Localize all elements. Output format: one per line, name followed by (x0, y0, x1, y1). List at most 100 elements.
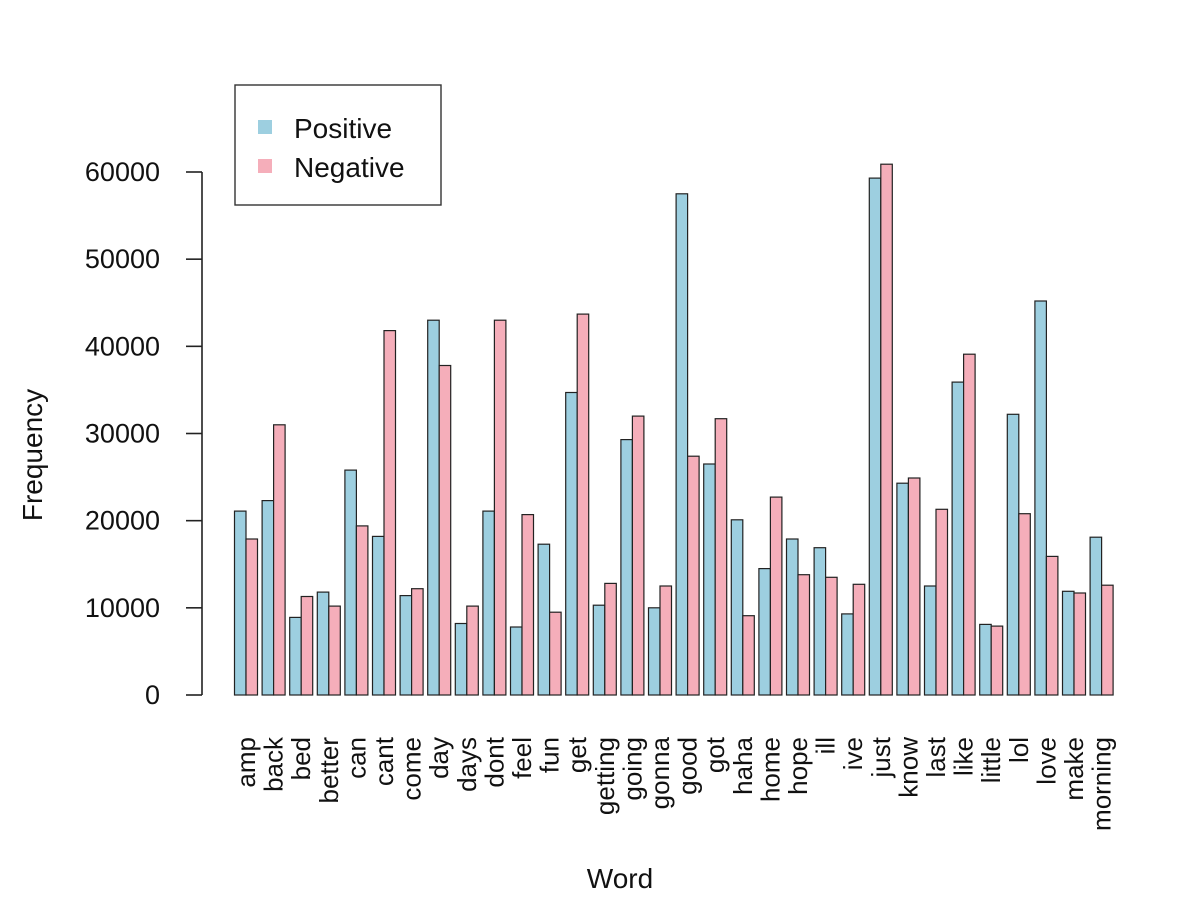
bar-positive-going (620, 439, 634, 696)
bar-negative-fun (548, 611, 562, 696)
bar-positive-fun (537, 543, 551, 696)
x-tick-label: good (673, 737, 703, 795)
x-tick-label: days (452, 737, 482, 792)
bar-positive-get (565, 391, 578, 696)
x-tick-label: little (976, 737, 1006, 783)
bar-positive-getting (592, 604, 606, 696)
bar-positive-can (344, 469, 357, 696)
x-tick-label: amp (231, 737, 261, 788)
x-tick-label: getting (590, 737, 620, 815)
x-tick-label: day (424, 737, 454, 779)
bar-positive-days (454, 622, 468, 696)
x-tick-label: better (314, 737, 344, 804)
bar-negative-lol (1018, 513, 1031, 696)
y-tick-label: 30000 (85, 419, 160, 449)
bar-negative-got (714, 418, 728, 696)
x-tick-label: can (341, 737, 371, 779)
bar-negative-better (328, 605, 341, 696)
legend-swatch-positive (258, 120, 272, 134)
bar-positive-got (703, 463, 716, 696)
y-axis: 0 10000 20000 30000 40000 50000 60000 (85, 157, 203, 710)
bar-negative-little (990, 625, 1004, 696)
x-tick-label: bed (286, 737, 316, 780)
bar-positive-bed (289, 616, 302, 696)
bar-negative-hope (797, 574, 811, 696)
y-tick-label: 50000 (85, 244, 160, 274)
x-tick-label: last (921, 736, 951, 777)
bar-positive-morning (1089, 536, 1103, 696)
bar-positive-know (896, 482, 910, 696)
legend-label-negative: Negative (294, 152, 405, 183)
bar-negative-getting (604, 582, 617, 696)
x-tick-label: make (1059, 737, 1089, 801)
bar-negative-know (907, 477, 921, 696)
y-tick-label: 60000 (85, 157, 160, 187)
x-tick-label: like (949, 737, 979, 776)
x-tick-label: home (755, 737, 785, 802)
bar-positive-love (1034, 300, 1048, 696)
bar-positive-feel (509, 626, 523, 696)
bar-negative-love (1045, 555, 1059, 696)
bars (233, 163, 1114, 696)
x-tick-label: got (700, 736, 730, 773)
bar-positive-ill (813, 547, 827, 696)
bar-negative-get (576, 313, 590, 696)
y-tick-label: 20000 (85, 506, 160, 536)
x-tick-label: get (562, 736, 592, 773)
x-tick-label: love (1031, 737, 1061, 785)
x-axis-labels: ampbackbedbettercancantcomedaydaysdontfe… (231, 736, 1117, 831)
bar-negative-just (880, 163, 893, 696)
x-tick-label: feel (507, 737, 537, 779)
bar-positive-last (923, 585, 937, 696)
bar-negative-come (411, 588, 424, 696)
x-tick-label: cant (369, 736, 399, 786)
bar-positive-just (868, 177, 882, 696)
y-tick-label: 40000 (85, 331, 160, 361)
bar-negative-good (686, 455, 700, 696)
x-tick-label: morning (1087, 737, 1117, 831)
bar-negative-day (438, 364, 452, 696)
x-tick-label: just (866, 736, 896, 778)
legend-swatch-negative (258, 159, 272, 173)
x-tick-label: ive (838, 737, 868, 770)
bar-positive-lol (1006, 413, 1020, 696)
legend: Positive Negative (234, 84, 442, 206)
bar-negative-make (1073, 592, 1087, 696)
bar-negative-haha (742, 615, 755, 696)
x-tick-label: know (893, 737, 923, 798)
bar-positive-little (979, 623, 992, 696)
bar-negative-morning (1100, 584, 1114, 696)
bar-negative-days (466, 605, 479, 696)
bar-positive-hope (785, 538, 799, 696)
bar-positive-ive (841, 613, 854, 696)
x-tick-label: lol (1004, 737, 1034, 763)
x-tick-label: come (397, 737, 427, 801)
x-tick-label: gonna (645, 736, 675, 809)
x-tick-label: back (259, 736, 289, 792)
bar-negative-amp (245, 538, 259, 696)
bar-positive-day (427, 319, 440, 696)
bar-positive-like (951, 381, 965, 696)
bar-negative-bed (300, 595, 314, 696)
bar-positive-back (261, 500, 275, 696)
x-tick-label: ill (811, 737, 841, 754)
bar-negative-last (935, 508, 949, 696)
bar-negative-going (631, 415, 645, 696)
y-axis-title: Frequency (17, 389, 48, 521)
bar-positive-better (316, 591, 330, 696)
y-tick-label: 10000 (85, 593, 160, 623)
y-tick-label: 0 (145, 680, 160, 710)
x-tick-label: hope (783, 737, 813, 795)
bar-positive-make (1061, 590, 1075, 696)
x-tick-label: fun (535, 737, 565, 773)
bar-negative-ive (852, 583, 866, 696)
x-tick-label: going (617, 737, 647, 801)
x-tick-label: haha (728, 736, 758, 794)
bar-positive-gonna (647, 607, 661, 696)
x-tick-label: dont (479, 736, 509, 787)
bar-positive-amp (233, 510, 247, 696)
bar-negative-gonna (659, 585, 673, 696)
bar-positive-come (399, 594, 413, 696)
bar-negative-dont (493, 319, 507, 696)
